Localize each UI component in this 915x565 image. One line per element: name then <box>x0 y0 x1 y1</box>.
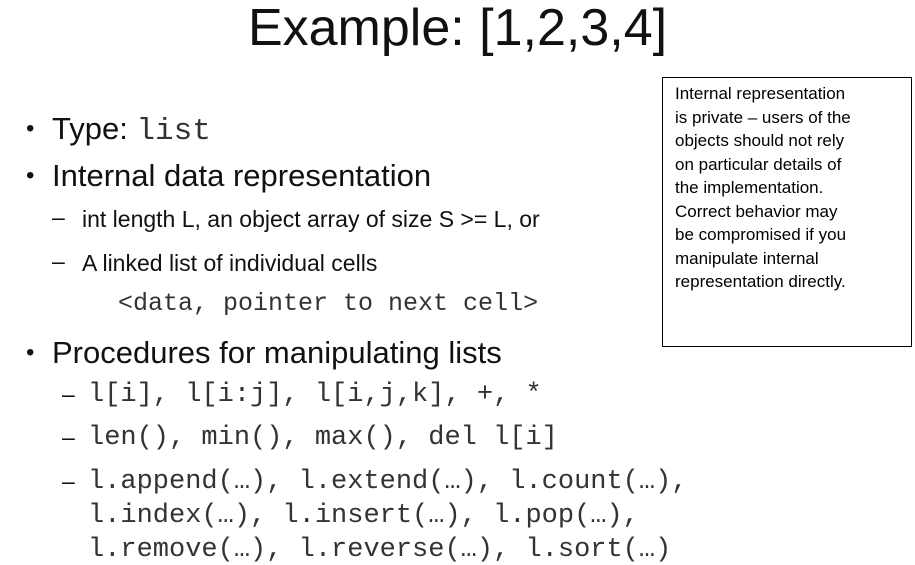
type-label: Type: <box>52 111 137 146</box>
note-line: be compromised if you <box>675 225 847 244</box>
procedures-heading: Procedures for manipulating lists <box>52 335 502 370</box>
dash-marker: – <box>62 468 75 494</box>
procedures-methods-3: l.remove(…), l.reverse(…), l.sort(…) <box>88 535 672 565</box>
procedures-indexing: l[i], l[i:j], l[i,j,k], +, * <box>88 380 542 410</box>
dash-marker: – <box>62 424 75 450</box>
note-box: Internal representation is private – use… <box>662 77 912 347</box>
note-line: manipulate internal <box>675 248 819 268</box>
note-line: representation directly. <box>675 272 846 291</box>
note-line: Correct behavior may <box>675 201 838 221</box>
internal-item-linked-code: <data, pointer to next cell> <box>118 289 539 318</box>
procedures-methods-2: l.index(…), l.insert(…), l.pop(…), <box>88 501 639 531</box>
slide-title: Example: [1,2,3,4] <box>247 0 668 57</box>
bullet-dot: • <box>26 162 35 189</box>
dash-marker: – <box>52 248 65 274</box>
note-line: on particular details of <box>675 154 842 174</box>
note-line: is private – users of the <box>675 107 851 127</box>
note-line: objects should not rely <box>675 131 845 150</box>
internal-heading: Internal data representation <box>52 158 432 193</box>
procedures-builtins: len(), min(), max(), del l[i] <box>88 423 558 453</box>
internal-item-linked: A linked list of individual cells <box>82 250 378 276</box>
type-line: Type: list <box>52 111 211 150</box>
note-line: Internal representation <box>675 84 846 103</box>
internal-item-array: int length L, an object array of size S … <box>82 206 540 232</box>
dash-marker: – <box>52 204 65 230</box>
bullet-dot: • <box>26 115 35 142</box>
type-code: list <box>136 114 211 149</box>
dash-marker: – <box>62 381 75 407</box>
note-line: the implementation. <box>675 178 824 197</box>
procedures-methods-1: l.append(…), l.extend(…), l.count(…), <box>88 467 688 497</box>
bullet-dot: • <box>26 339 35 366</box>
